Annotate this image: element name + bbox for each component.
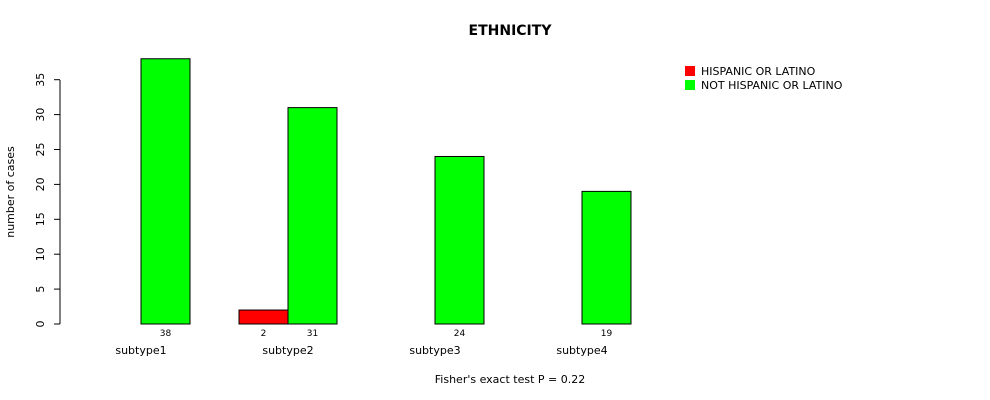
legend-swatch [685, 66, 695, 76]
bar-hispanic-subtype2 [238, 309, 289, 325]
y-tick-label: 35 [34, 73, 47, 87]
y-tick-label: 25 [34, 143, 47, 157]
legend-entry-label: NOT HISPANIC OR LATINO [701, 79, 843, 92]
bar-not-hispanic-subtype1 [140, 58, 191, 325]
category-labels: subtype1 subtype2 subtype3 subtype4 [115, 344, 607, 357]
legend-entry-label: HISPANIC OR LATINO [701, 65, 816, 78]
data-label: 19 [601, 329, 613, 339]
y-axis-label: number of cases [4, 146, 17, 238]
category-label-subtype1: subtype1 [115, 344, 166, 357]
y-tick-label: 30 [34, 108, 47, 122]
chart-title: ETHNICITY [469, 23, 553, 39]
category-label-subtype4: subtype4 [556, 344, 607, 357]
y-tick-label: 15 [34, 212, 47, 226]
legend-swatch [685, 80, 695, 90]
y-axis-ticks: 0 5 10 15 20 25 30 35 [34, 73, 60, 328]
data-label: 38 [160, 329, 172, 339]
bar-not-hispanic-subtype4 [581, 190, 632, 325]
data-label: 2 [261, 329, 267, 339]
y-tick-label: 5 [34, 286, 47, 293]
bars: 38 2 31 24 19 [140, 58, 632, 339]
data-label: 24 [454, 329, 466, 339]
bar-not-hispanic-subtype2 [287, 107, 338, 325]
data-label: 31 [307, 329, 318, 339]
y-tick-label: 20 [34, 177, 47, 191]
fisher-test-footnote: Fisher's exact test P = 0.22 [435, 373, 585, 386]
category-label-subtype2: subtype2 [262, 344, 313, 357]
y-tick-label: 10 [34, 247, 47, 261]
bar-not-hispanic-subtype3 [434, 155, 485, 325]
y-tick-label: 0 [34, 321, 47, 328]
category-label-subtype3: subtype3 [409, 344, 460, 357]
